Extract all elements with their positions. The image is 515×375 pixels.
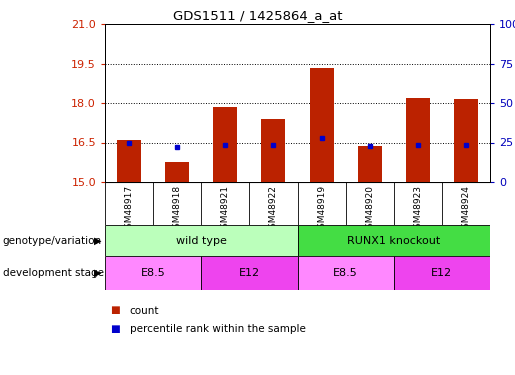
Bar — [213, 107, 237, 182]
Bar — [117, 140, 141, 182]
Text: GDS1511 / 1425864_a_at: GDS1511 / 1425864_a_at — [173, 9, 342, 22]
Bar — [394, 256, 490, 290]
Text: development stage: development stage — [3, 268, 104, 278]
Bar — [201, 256, 298, 290]
Bar — [310, 68, 334, 182]
Text: ■: ■ — [110, 324, 120, 334]
Text: GSM48924: GSM48924 — [461, 185, 470, 234]
Text: GSM48919: GSM48919 — [317, 185, 326, 234]
Text: count: count — [130, 306, 159, 315]
Text: GSM48921: GSM48921 — [221, 185, 230, 234]
Text: GSM48920: GSM48920 — [365, 185, 374, 234]
Bar — [165, 162, 189, 182]
Text: GSM48923: GSM48923 — [414, 185, 422, 234]
Text: E8.5: E8.5 — [141, 268, 165, 278]
Bar — [406, 98, 430, 182]
Text: wild type: wild type — [176, 236, 227, 246]
Text: GSM48917: GSM48917 — [125, 185, 133, 234]
Text: genotype/variation: genotype/variation — [3, 236, 101, 246]
Text: E12: E12 — [239, 268, 260, 278]
Text: ▶: ▶ — [94, 268, 101, 278]
Bar — [298, 225, 490, 256]
Bar — [454, 99, 478, 182]
Bar — [262, 119, 285, 182]
Bar — [105, 225, 298, 256]
Text: GSM48922: GSM48922 — [269, 185, 278, 234]
Bar — [105, 256, 201, 290]
Bar — [357, 146, 382, 182]
Bar — [298, 256, 394, 290]
Text: E8.5: E8.5 — [333, 268, 358, 278]
Text: percentile rank within the sample: percentile rank within the sample — [130, 324, 305, 334]
Text: GSM48918: GSM48918 — [173, 185, 182, 234]
Text: ▶: ▶ — [94, 236, 101, 246]
Text: ■: ■ — [110, 306, 120, 315]
Text: RUNX1 knockout: RUNX1 knockout — [347, 236, 440, 246]
Text: E12: E12 — [431, 268, 453, 278]
